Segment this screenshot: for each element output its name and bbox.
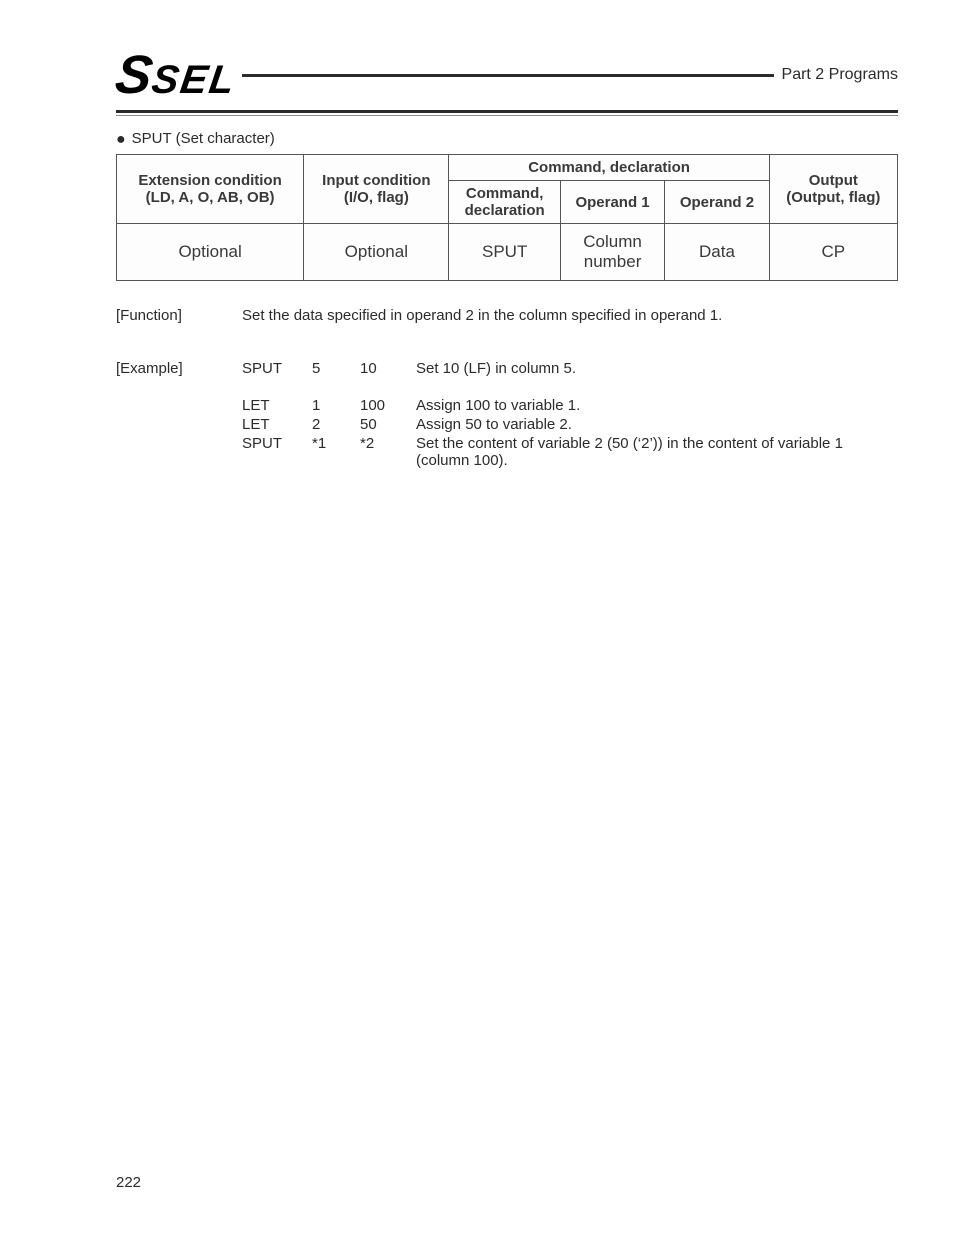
header-rule-thick bbox=[116, 110, 898, 113]
example-block: [Example] SPUT510Set 10 (LF) in column 5… bbox=[116, 360, 898, 469]
example-arg1: *1 bbox=[312, 435, 360, 452]
td-out: CP bbox=[769, 224, 897, 281]
example-desc: Assign 50 to variable 2. bbox=[416, 416, 898, 433]
th-output-l1: Output bbox=[776, 172, 891, 189]
th-op2: Operand 2 bbox=[665, 181, 769, 224]
example-desc: Set the content of variable 2 (50 (‘2’))… bbox=[416, 435, 898, 469]
header-rule-segment bbox=[242, 74, 774, 77]
command-table: Extension condition (LD, A, O, AB, OB) I… bbox=[116, 154, 898, 281]
example-desc: Set 10 (LF) in column 5. bbox=[416, 360, 898, 377]
example-cmd: LET bbox=[242, 397, 312, 414]
th-output: Output (Output, flag) bbox=[769, 155, 897, 224]
td-op1-l2: number bbox=[567, 252, 658, 272]
page: S SEL Part 2 Programs ●SPUT (Set charact… bbox=[0, 0, 954, 1235]
logo-s: S bbox=[112, 44, 153, 106]
th-cmd-l1: Command, bbox=[455, 185, 553, 202]
example-arg2: 10 bbox=[360, 360, 416, 377]
th-in-cond: Input condition (I/O, flag) bbox=[304, 155, 449, 224]
th-ext-cond: Extension condition (LD, A, O, AB, OB) bbox=[117, 155, 304, 224]
function-label: [Function] bbox=[116, 307, 210, 324]
th-in-cond-l1: Input condition bbox=[310, 172, 442, 189]
section-title-text: SPUT (Set character) bbox=[132, 130, 275, 147]
function-block: [Function] Set the data specified in ope… bbox=[116, 307, 898, 324]
th-cmd: Command, declaration bbox=[449, 181, 560, 224]
td-op2: Data bbox=[665, 224, 769, 281]
page-number: 222 bbox=[116, 1174, 141, 1191]
example-cmd: SPUT bbox=[242, 360, 312, 377]
td-in: Optional bbox=[304, 224, 449, 281]
header-right: Part 2 Programs bbox=[236, 66, 898, 84]
example-desc: Assign 100 to variable 1. bbox=[416, 397, 898, 414]
example-gap bbox=[242, 379, 898, 395]
page-header: S SEL Part 2 Programs bbox=[116, 44, 898, 110]
example-arg1: 2 bbox=[312, 416, 360, 433]
th-ext-cond-l2: (LD, A, O, AB, OB) bbox=[123, 189, 297, 206]
td-cmd: SPUT bbox=[449, 224, 560, 281]
td-op1-l1: Column bbox=[567, 232, 658, 252]
example-arg2: *2 bbox=[360, 435, 416, 452]
th-op1: Operand 1 bbox=[560, 181, 664, 224]
function-text: Set the data specified in operand 2 in t… bbox=[242, 307, 898, 324]
part-label: Part 2 Programs bbox=[782, 66, 898, 84]
example-arg1: 1 bbox=[312, 397, 360, 414]
example-arg2: 50 bbox=[360, 416, 416, 433]
example-table: SPUT510Set 10 (LF) in column 5.LET1100As… bbox=[242, 360, 898, 469]
td-op1: Column number bbox=[560, 224, 664, 281]
table-body-row: Optional Optional SPUT Column number Dat… bbox=[117, 224, 898, 281]
th-cmd-decl: Command, declaration bbox=[449, 155, 769, 181]
td-ext: Optional bbox=[117, 224, 304, 281]
example-arg2: 100 bbox=[360, 397, 416, 414]
th-ext-cond-l1: Extension condition bbox=[123, 172, 297, 189]
example-cmd: LET bbox=[242, 416, 312, 433]
logo: S SEL bbox=[116, 44, 236, 106]
table-header-row-1: Extension condition (LD, A, O, AB, OB) I… bbox=[117, 155, 898, 181]
example-cmd: SPUT bbox=[242, 435, 312, 452]
logo-sel: SEL bbox=[149, 58, 239, 103]
bullet-icon: ● bbox=[116, 131, 132, 148]
example-label: [Example] bbox=[116, 360, 210, 469]
th-cmd-l2: declaration bbox=[455, 202, 553, 219]
section-title: ●SPUT (Set character) bbox=[116, 130, 898, 148]
header-rule-thin bbox=[116, 115, 898, 116]
example-arg1: 5 bbox=[312, 360, 360, 377]
th-in-cond-l2: (I/O, flag) bbox=[310, 189, 442, 206]
th-output-l2: (Output, flag) bbox=[776, 189, 891, 206]
